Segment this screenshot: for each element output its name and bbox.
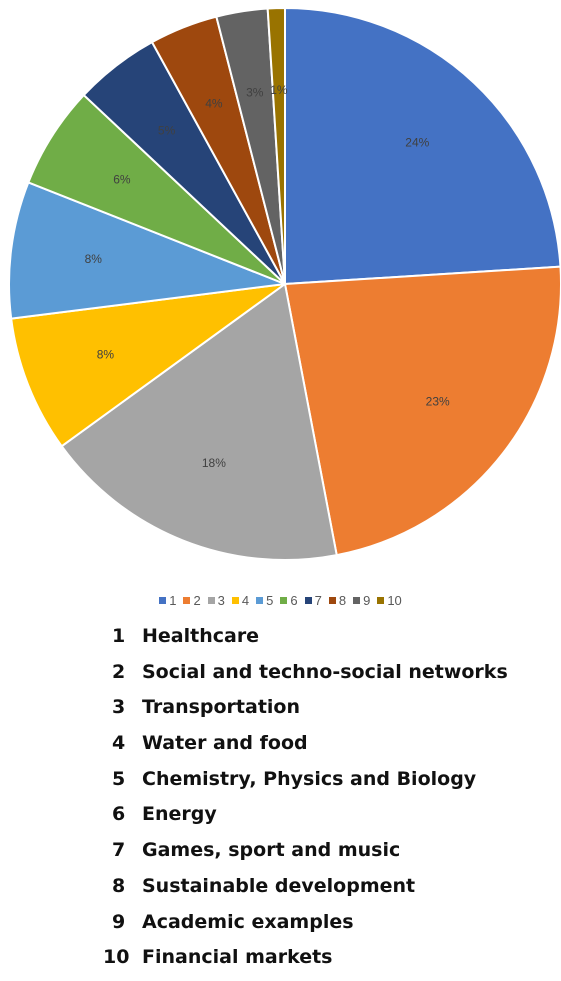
legend-swatch <box>328 596 336 604</box>
key-item: 9 Academic examples <box>112 910 508 946</box>
pie-slice-10 <box>266 6 286 285</box>
pie-data-labels: 24% 23% 18% 8% 8% 6% 5% 4% 3% 1% <box>85 83 450 470</box>
legend-swatch <box>304 596 312 604</box>
pie-data-label: 24% <box>405 135 429 149</box>
key-number: 3 <box>112 696 126 719</box>
pie-data-label: 18% <box>202 456 226 470</box>
legend-swatch <box>353 596 361 604</box>
legend-item: 5 <box>256 593 273 608</box>
pie-slice-4 <box>10 283 286 448</box>
legend-swatch <box>280 596 288 604</box>
legend-swatch <box>256 596 264 604</box>
key-number: 10 <box>103 946 130 969</box>
key-text: Water and food <box>142 732 308 755</box>
pie-slices <box>8 6 561 561</box>
legend-label: 3 <box>217 592 225 608</box>
key-number: 4 <box>112 732 126 755</box>
legend-swatch <box>159 596 167 604</box>
key-text: Sustainable development <box>142 874 416 897</box>
key-item: 1 Healthcare <box>112 624 508 660</box>
pie-slice-5 <box>8 181 286 320</box>
legend-swatch <box>377 596 385 604</box>
legend-label: 8 <box>338 592 347 608</box>
legend-item: 2 <box>183 592 201 608</box>
key-text: Energy <box>142 803 217 826</box>
key-item: 2 Social and techno-social networks <box>112 660 508 696</box>
pie-data-label: 4% <box>205 97 223 111</box>
key-number: 2 <box>112 660 126 683</box>
key-number: 8 <box>112 874 126 897</box>
pie-data-label: 5% <box>158 123 176 137</box>
legend-item: 9 <box>353 593 370 608</box>
pie-data-label: 3% <box>246 85 264 99</box>
legend-label: 10 <box>387 592 402 608</box>
key-text: Healthcare <box>142 625 260 647</box>
legend-swatch <box>183 596 191 604</box>
key-item: 4 Water and food <box>112 731 508 767</box>
legend-item: 6 <box>280 592 298 608</box>
pie-slice-1 <box>284 6 561 286</box>
category-key-list: 1 Healthcare 2 Social and techno-social ne… <box>103 624 508 981</box>
pie-data-label: 8% <box>97 347 115 361</box>
key-text: Academic examples <box>142 910 354 933</box>
legend-item: 1 <box>159 593 176 608</box>
pie-slice-3 <box>60 282 338 561</box>
legend-item: 3 <box>207 592 225 608</box>
pie-data-label: 23% <box>426 395 450 409</box>
key-item: 10 Financial markets <box>103 945 508 981</box>
pie-data-label: 6% <box>113 173 131 187</box>
key-number: 6 <box>112 803 126 826</box>
pie-slice-2 <box>283 265 561 557</box>
key-item: 6 Energy <box>112 802 508 838</box>
legend-label: 6 <box>290 592 298 608</box>
legend-item: 8 <box>328 592 347 608</box>
key-item: 7 Games, sport and music <box>112 838 508 874</box>
key-text: Games, sport and music <box>142 839 401 862</box>
chart-legend: 1 2 3 4 5 6 7 8 9 10 <box>0 589 561 611</box>
key-item: 5 Chemistry, Physics and Biology <box>112 767 508 803</box>
key-text: Financial markets <box>142 946 333 969</box>
pie-data-label: 8% <box>85 252 103 266</box>
legend-item: 4 <box>231 592 250 608</box>
legend-swatch <box>207 596 215 604</box>
legend-item: 7 <box>304 592 322 608</box>
key-item: 8 Sustainable development <box>112 874 508 910</box>
legend-label: 1 <box>169 592 177 608</box>
legend-swatch <box>231 596 239 604</box>
key-item: 3 Transportation <box>112 695 508 731</box>
key-text: Transportation <box>142 696 301 719</box>
legend-label: 7 <box>314 592 322 608</box>
pie-data-label: 1% <box>270 83 288 97</box>
key-number: 5 <box>112 767 126 790</box>
legend-label: 9 <box>363 592 371 608</box>
key-text: Chemistry, Physics and Biology <box>142 767 477 790</box>
key-number: 9 <box>112 910 126 933</box>
legend-label: 2 <box>193 592 201 608</box>
key-number: 1 <box>112 625 126 647</box>
key-number: 7 <box>112 839 126 862</box>
legend-item: 10 <box>377 592 402 608</box>
pie-chart: 24% 23% 18% 8% 8% 6% 5% 4% 3% 1% <box>8 6 561 561</box>
key-text: Social and techno-social networks <box>142 660 508 683</box>
legend-label: 4 <box>241 592 250 608</box>
legend-label: 5 <box>266 592 274 608</box>
